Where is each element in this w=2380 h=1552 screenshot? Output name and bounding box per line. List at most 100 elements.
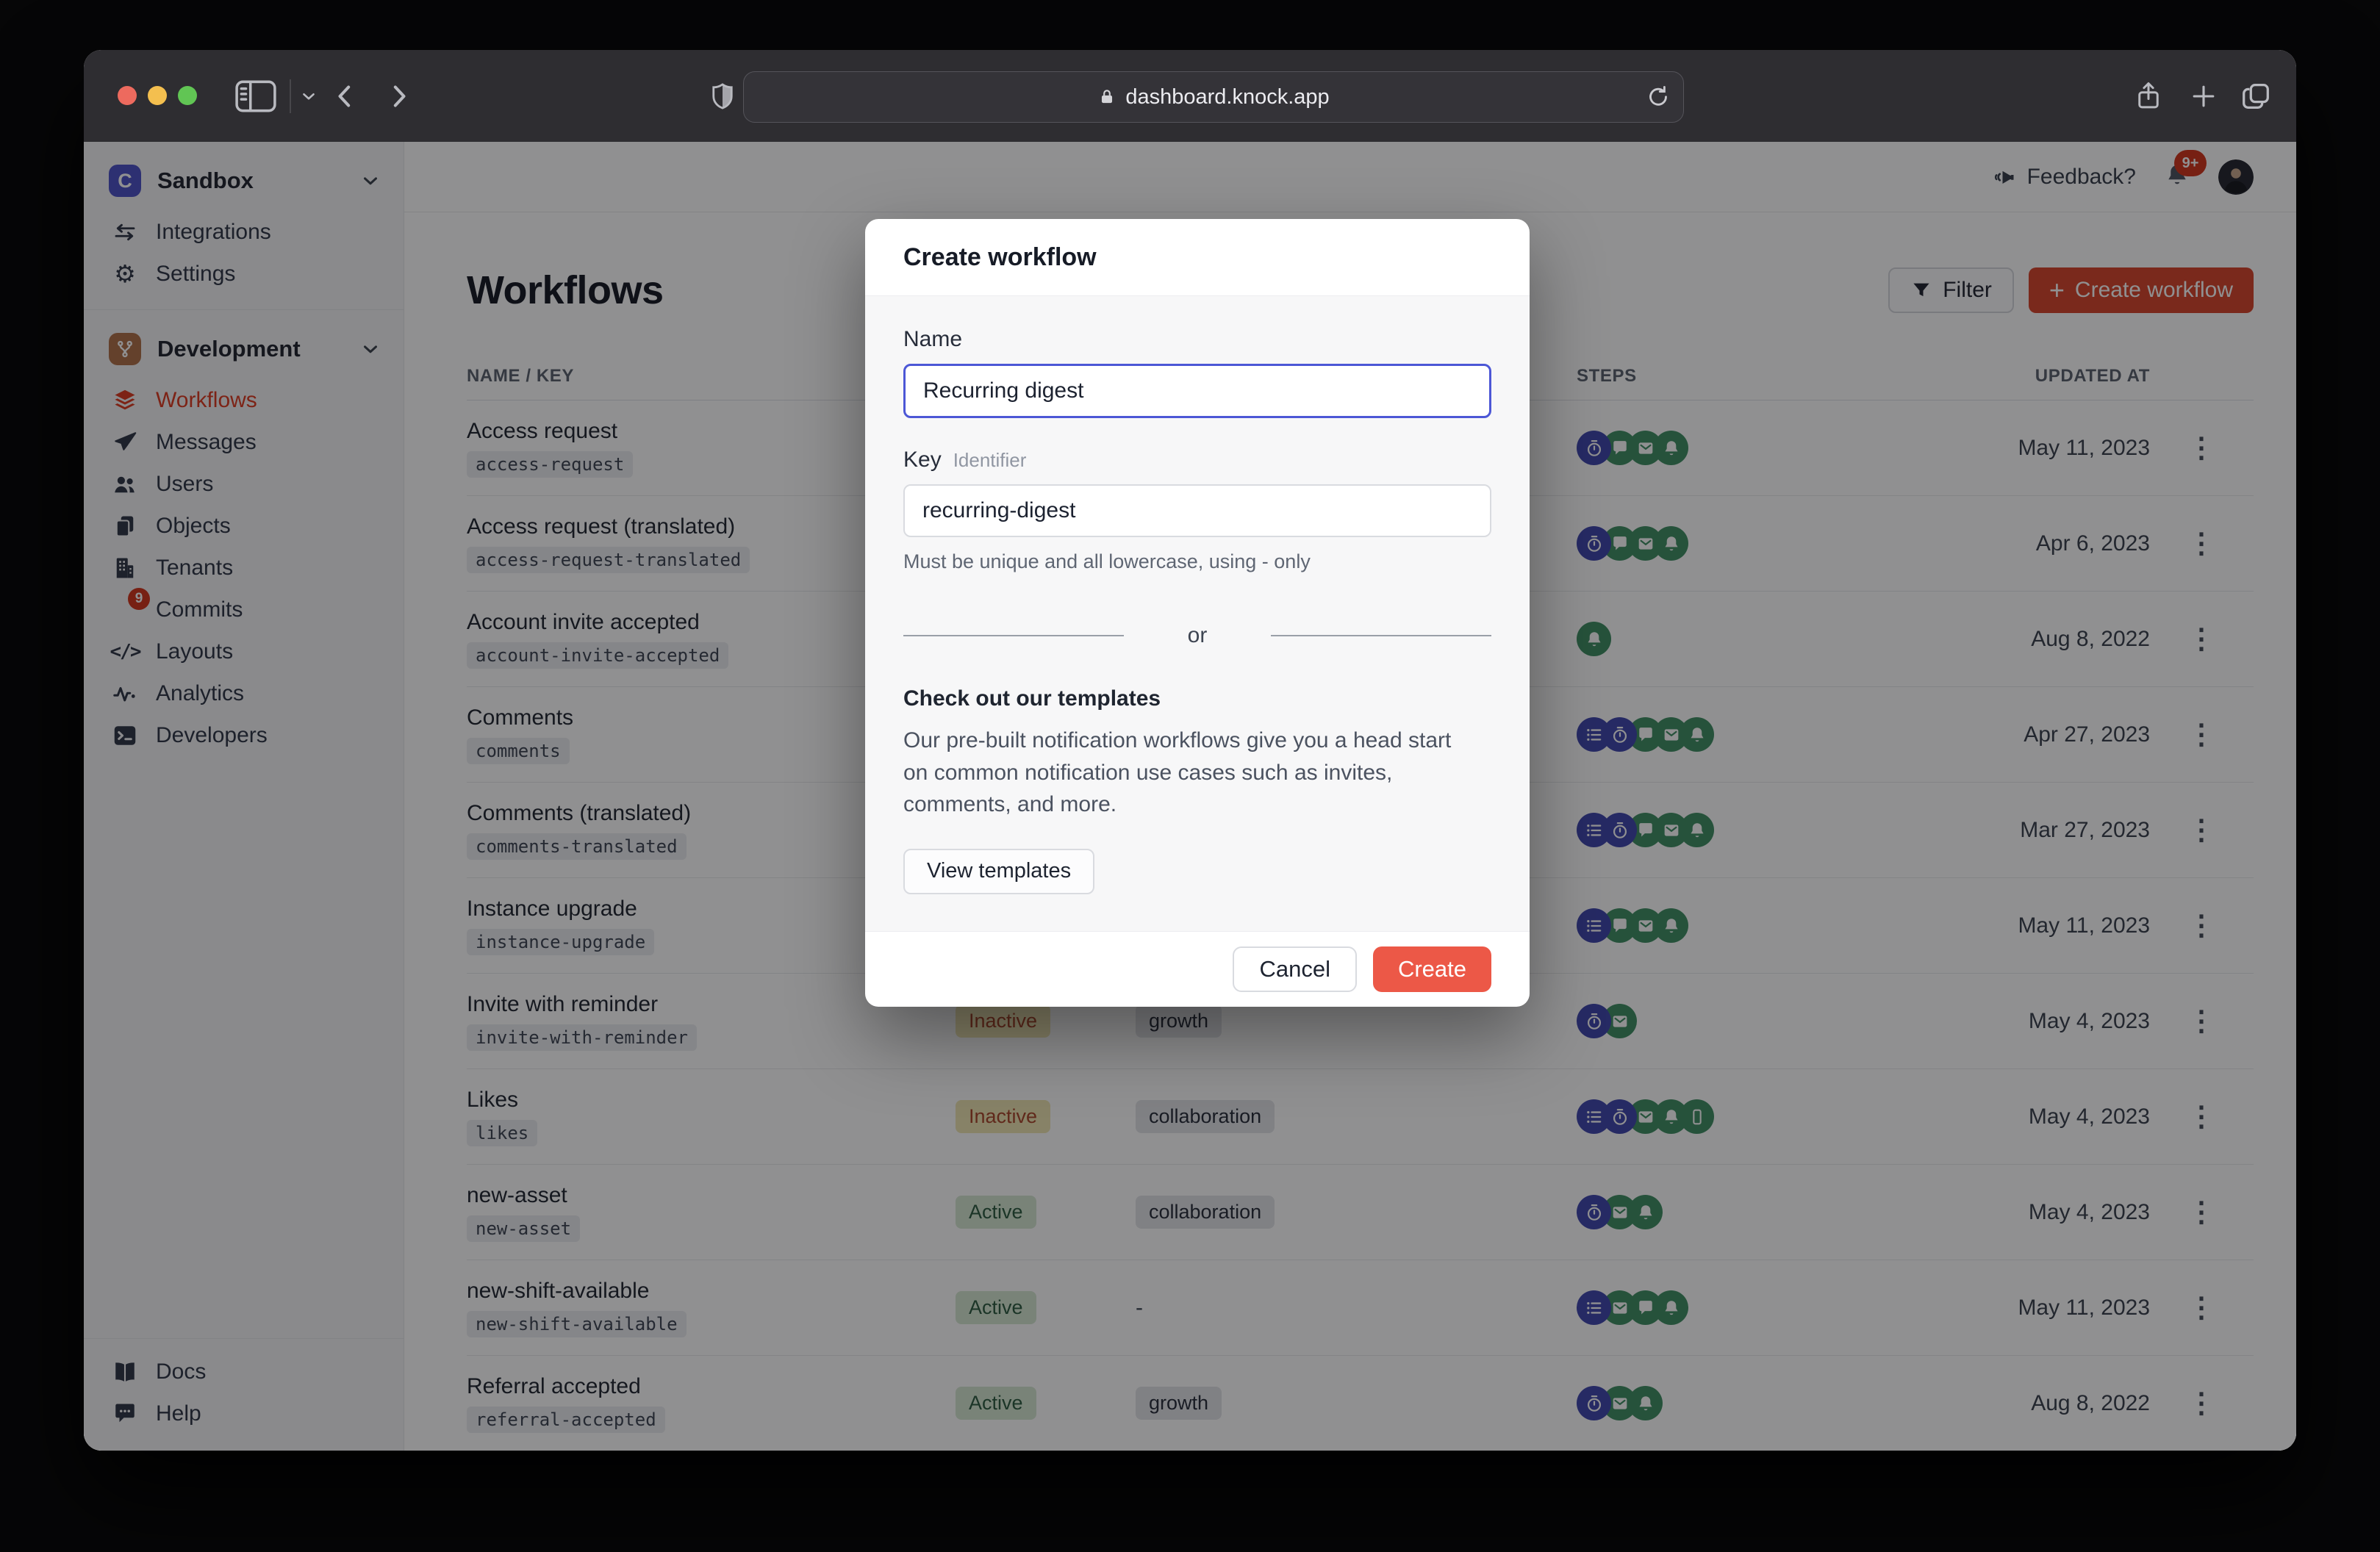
row-menu-button[interactable]: ⋮ [2187, 1005, 2215, 1037]
workflow-steps [1577, 1290, 1874, 1325]
delay-step-icon [1577, 1386, 1611, 1420]
row-menu-button[interactable]: ⋮ [2187, 1101, 2215, 1132]
share-button[interactable] [2133, 78, 2164, 115]
sidebar-item-docs[interactable]: Docs [84, 1351, 404, 1393]
row-menu-button[interactable]: ⋮ [2187, 1196, 2215, 1228]
analytics-icon [112, 680, 138, 707]
user-avatar[interactable] [2218, 159, 2254, 195]
app-page: C Sandbox Integrations ⚙ Settings Develo… [84, 142, 2296, 1451]
sidebar-item-messages[interactable]: Messages [84, 421, 404, 463]
row-menu-button[interactable]: ⋮ [2187, 1387, 2215, 1419]
environment-switcher[interactable]: Development [84, 325, 404, 373]
key-input[interactable]: recurring-digest [903, 484, 1491, 537]
workspace-switcher[interactable]: C Sandbox [84, 157, 404, 205]
browser-chrome: dashboard.knock.app [84, 50, 2296, 142]
sidebar-item-users[interactable]: Users [84, 463, 404, 505]
minimize-window-button[interactable] [148, 86, 167, 105]
updated-at: May 4, 2023 [2028, 1104, 2150, 1129]
sidebar-item-settings[interactable]: ⚙ Settings [84, 253, 404, 295]
sidebar-item-commits[interactable]: 9 Commits [84, 587, 404, 630]
chat-step-icon [1602, 526, 1637, 561]
workflow-key: comments [467, 737, 570, 764]
chevron-down-icon[interactable] [298, 87, 319, 106]
table-row[interactable]: new-shift-available new-shift-available … [467, 1260, 2254, 1356]
cancel-label: Cancel [1259, 955, 1330, 982]
name-value: Recurring digest [923, 378, 1084, 403]
sidebar-item-analytics[interactable]: Analytics [84, 672, 404, 714]
page-title: Workflows [467, 268, 664, 312]
docs-icon [112, 1359, 138, 1385]
sidebar-item-developers[interactable]: Developers [84, 714, 404, 756]
row-menu-button[interactable]: ⋮ [2187, 910, 2215, 941]
notifications-button[interactable]: 9+ [2164, 150, 2207, 192]
workflow-key: account-invite-accepted [467, 642, 729, 669]
workflow-name: Comments [467, 705, 574, 730]
zoom-window-button[interactable] [178, 86, 197, 105]
workflow-name: new-asset [467, 1182, 567, 1207]
table-row[interactable]: Invite with reminder invite-with-reminde… [467, 974, 2254, 1069]
table-row[interactable]: Comments (translated) comments-translate… [467, 783, 2254, 878]
tab-overview-button[interactable] [2239, 79, 2273, 113]
workflow-key: new-asset [467, 1215, 581, 1242]
row-menu-button[interactable]: ⋮ [2187, 814, 2215, 846]
sidebar-item-objects[interactable]: Objects [84, 505, 404, 547]
reload-icon[interactable] [1645, 83, 1671, 109]
back-button[interactable] [331, 79, 360, 113]
name-label: Name [903, 327, 963, 351]
feedback-label: Feedback? [2026, 164, 2136, 189]
view-templates-label: View templates [927, 859, 1072, 883]
table-row[interactable]: new-asset new-asset Active collaboration… [467, 1165, 2254, 1260]
filter-button[interactable]: Filter [1888, 267, 2014, 313]
bell-step-icon [1654, 1099, 1688, 1134]
workflow-steps [1577, 717, 1874, 752]
workflow-key: referral-accepted [467, 1406, 665, 1433]
workflow-key: new-shift-available [467, 1310, 687, 1337]
sidebar-divider [84, 309, 404, 310]
sidebar-item-help[interactable]: Help [84, 1393, 404, 1434]
row-menu-button[interactable]: ⋮ [2187, 719, 2215, 750]
table-row[interactable]: Account invite accepted account-invite-a… [467, 592, 2254, 687]
row-menu-button[interactable]: ⋮ [2187, 432, 2215, 464]
workflow-key: likes [467, 1119, 538, 1146]
sidebar-item-tenants[interactable]: Tenants [84, 547, 404, 589]
privacy-shield-icon[interactable] [707, 79, 738, 113]
or-label: or [1187, 623, 1208, 647]
workflow-name: Likes [467, 1087, 519, 1112]
close-window-button[interactable] [118, 86, 137, 105]
view-templates-button[interactable]: View templates [903, 848, 1095, 894]
create-button[interactable]: Create [1372, 946, 1491, 992]
table-row[interactable]: Comments comments Apr 27, 2023 ⋮ [467, 687, 2254, 783]
layouts-icon: </> [110, 640, 142, 663]
delay-step-icon [1577, 431, 1611, 465]
header-updated-at: UPDATED AT [2035, 366, 2150, 386]
row-menu-button[interactable]: ⋮ [2187, 528, 2215, 559]
delay-step-icon [1577, 526, 1611, 561]
name-input[interactable]: Recurring digest [903, 364, 1491, 418]
git-branch-icon [114, 338, 136, 360]
table-row[interactable]: Referral accepted referral-accepted Acti… [467, 1356, 2254, 1451]
batch-step-icon [1577, 908, 1611, 943]
batch-step-icon [1577, 717, 1611, 752]
cancel-button[interactable]: Cancel [1233, 946, 1357, 992]
row-menu-button[interactable]: ⋮ [2187, 1292, 2215, 1323]
row-menu-button[interactable]: ⋮ [2187, 623, 2215, 655]
browser-window: dashboard.knock.app C Sandbox Integratio… [84, 50, 2296, 1451]
sidebar-toggle-icon[interactable] [234, 79, 277, 113]
sidebar-top-nav: Integrations ⚙ Settings [84, 211, 404, 295]
sidebar-item-layouts[interactable]: </> Layouts [110, 639, 234, 664]
email-step-icon [1602, 1386, 1637, 1420]
forward-button[interactable] [384, 79, 413, 113]
environment-name: Development [157, 336, 301, 362]
workflow-steps [1577, 526, 1874, 561]
sidebar-item-integrations[interactable]: Integrations [84, 211, 404, 253]
batch-step-icon [1577, 1290, 1611, 1325]
table-row[interactable]: Likes likes Inactive collaboration May 4… [467, 1069, 2254, 1165]
create-workflow-button[interactable]: + Create workflow [2028, 267, 2254, 313]
feedback-button[interactable]: Feedback? [1990, 164, 2136, 190]
address-bar[interactable]: dashboard.knock.app [743, 71, 1684, 123]
workflow-name: Comments (translated) [467, 800, 692, 825]
new-tab-button[interactable] [2187, 79, 2220, 113]
workspace-avatar: C [109, 165, 141, 197]
sidebar-item-workflows[interactable]: Workflows [84, 379, 404, 421]
lock-icon [1097, 87, 1116, 107]
